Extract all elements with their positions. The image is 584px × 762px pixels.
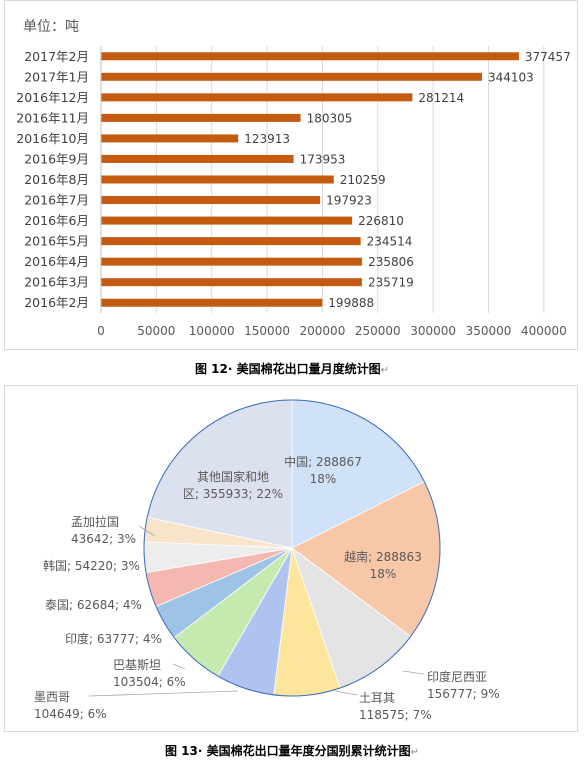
bar-value-label: 281214 xyxy=(418,91,464,105)
leader-line xyxy=(172,663,186,670)
monthly-bar-chart-panel: 单位：吨 0 50000 100000 150000 200000 250000 300000… xyxy=(4,0,578,350)
bar-value-label: 173953 xyxy=(300,152,346,166)
category-label: 2017年2月 xyxy=(24,49,89,64)
slice-label: 孟加拉国 43642; 3% xyxy=(71,514,136,546)
slice-label: 巴基斯坦 103504; 6% xyxy=(113,658,186,689)
bar xyxy=(101,257,363,266)
x-tick-label: 150000 xyxy=(244,324,290,338)
slice-label-line: 区; 355933; 22% xyxy=(183,487,283,501)
chart-caption-2: 图 13· 美国棉花出口量年度分国别累计统计图↵ xyxy=(0,742,584,759)
category-label: 2016年3月 xyxy=(24,275,89,290)
bar xyxy=(101,52,519,61)
pie-outline xyxy=(143,399,441,697)
bar-value-label: 377457 xyxy=(525,50,571,64)
bar-value-label: 180305 xyxy=(307,111,353,125)
x-tick-label: 200000 xyxy=(300,324,346,338)
slice-label: 土耳其 118575; 7% xyxy=(359,691,432,722)
bar xyxy=(101,93,413,102)
x-tick-label: 100000 xyxy=(189,324,235,338)
bar-value-label: 210259 xyxy=(340,173,386,187)
slice-label: 韩国; 54220; 3% xyxy=(43,558,140,573)
slice-label-line: 韩国; 54220; 3% xyxy=(43,558,140,573)
country-pie-chart: 中国; 288867 18% 越南; 288863 18% 印度尼西亚 156777; 9… xyxy=(34,399,500,722)
slice-label-line: 印度; 63777; 4% xyxy=(65,631,162,646)
slice-label: 其他国家和地区; 355933; 22% xyxy=(183,469,283,501)
slice-label: 泰国; 62684; 4% xyxy=(45,598,142,612)
slice-label-line: 越南; 288863 xyxy=(344,549,422,564)
slice-label-line: 43642; 3% xyxy=(71,532,136,546)
bar-value-label: 344103 xyxy=(488,70,534,84)
category-label: 2016年2月 xyxy=(24,295,89,310)
bar-value-label: 199888 xyxy=(328,296,374,310)
bar-value-label: 235806 xyxy=(368,255,414,269)
slice-label: 中国; 288867 18% xyxy=(284,454,362,486)
x-tick-label: 50000 xyxy=(137,324,175,338)
bar xyxy=(101,154,294,163)
slice-label-line: 18% xyxy=(310,472,337,486)
slice-label-line: 泰国; 62684; 4% xyxy=(45,598,142,612)
chart-caption-1: 图 12· 美国棉花出口量月度统计图↵ xyxy=(0,360,584,377)
slice-label: 越南; 288863 18% xyxy=(344,549,422,581)
bar xyxy=(101,216,353,225)
return-mark-icon: ↵ xyxy=(380,365,389,376)
x-tick-label: 0 xyxy=(97,324,105,338)
slice-label-line: 巴基斯坦 xyxy=(113,658,161,672)
bar xyxy=(101,175,334,184)
category-label: 2016年4月 xyxy=(24,254,89,269)
category-label: 2016年6月 xyxy=(24,213,89,228)
x-tick-label: 400000 xyxy=(521,324,567,338)
slice-label-line: 103504; 6% xyxy=(113,675,186,689)
slice-label-line: 其他国家和地 xyxy=(197,469,269,484)
category-label: 2016年9月 xyxy=(24,151,89,166)
category-label: 2016年12月 xyxy=(16,90,89,105)
bar-value-label: 234514 xyxy=(367,235,413,249)
country-pie-chart-panel: 中国; 288867 18% 越南; 288863 18% 印度尼西亚 156777; 9… xyxy=(4,385,578,732)
slice-label-line: 墨西哥 xyxy=(34,690,70,704)
slice-label: 印度; 63777; 4% xyxy=(65,631,162,646)
x-tick-label: 250000 xyxy=(355,324,401,338)
slice-label-line: 孟加拉国 xyxy=(71,514,119,529)
bar-value-label: 235719 xyxy=(368,276,414,290)
bar xyxy=(101,72,482,81)
leader-line xyxy=(334,690,358,696)
leader-line xyxy=(88,690,239,697)
slice-label: 印度尼西亚 156777; 9% xyxy=(427,669,500,701)
leader-line xyxy=(402,670,425,675)
bar xyxy=(101,278,362,287)
caption-1-text: 图 12· 美国棉花出口量月度统计图 xyxy=(194,362,381,376)
bar-value-label: 197923 xyxy=(326,194,372,208)
slice-label-line: 156777; 9% xyxy=(427,687,500,701)
bar xyxy=(101,237,361,246)
x-tick-label: 300000 xyxy=(410,324,456,338)
slice-label-line: 印度尼西亚 xyxy=(427,669,487,684)
category-label: 2016年11月 xyxy=(16,110,89,125)
slice-label-line: 104649; 6% xyxy=(34,707,107,721)
bar xyxy=(101,298,323,307)
unit-label: 单位：吨 xyxy=(23,19,79,35)
category-label: 2016年8月 xyxy=(24,172,89,187)
slice-label-line: 18% xyxy=(370,567,397,581)
slice-label-line: 118575; 7% xyxy=(359,708,432,722)
return-mark-icon: ↵ xyxy=(410,747,419,758)
leader-line xyxy=(138,525,156,537)
bar xyxy=(101,196,321,205)
x-tick-label: 350000 xyxy=(466,324,512,338)
bar-value-label: 123913 xyxy=(244,132,290,146)
bar xyxy=(101,134,239,143)
category-label: 2017年1月 xyxy=(24,69,89,84)
slice-label-line: 中国; 288867 xyxy=(284,454,362,469)
category-label: 2016年5月 xyxy=(24,234,89,249)
slice-label-line: 土耳其 xyxy=(359,691,395,705)
category-label: 2016年10月 xyxy=(16,131,89,146)
slice-label: 墨西哥 104649; 6% xyxy=(34,690,107,721)
bar xyxy=(101,113,301,122)
monthly-bar-chart: 单位：吨 0 50000 100000 150000 200000 250000 300000… xyxy=(16,19,571,338)
caption-2-text: 图 13· 美国棉花出口量年度分国别累计统计图 xyxy=(164,744,411,758)
bar-value-label: 226810 xyxy=(358,214,404,228)
category-label: 2016年7月 xyxy=(24,193,89,208)
